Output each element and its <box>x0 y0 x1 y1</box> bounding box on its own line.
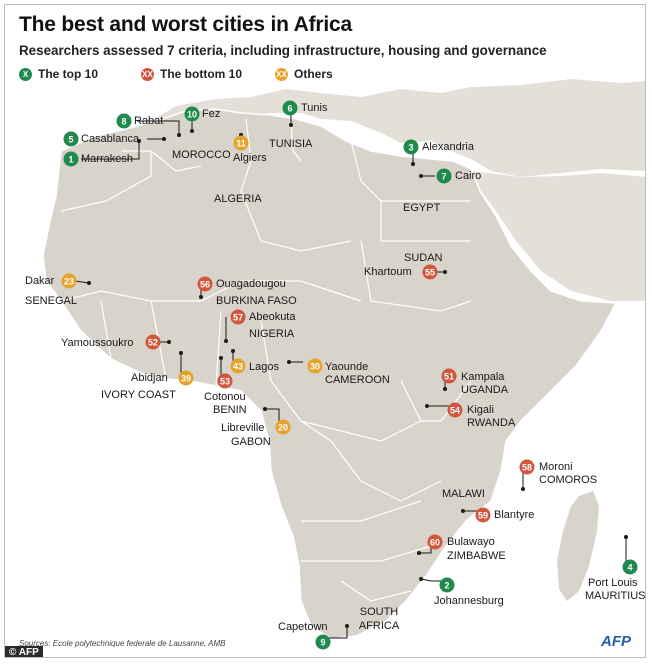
country-sudan: SUDAN <box>404 252 443 264</box>
label-lagos: Lagos <box>249 361 279 373</box>
badge-alexandria: 3 <box>403 139 419 155</box>
badge-algiers: 11 <box>233 135 249 151</box>
country-nigeria: NIGERIA <box>249 328 295 340</box>
afp-logo: AFP <box>601 633 631 650</box>
badge-rabat: 8 <box>116 113 132 129</box>
label-bulawayo: Bulawayo <box>447 536 495 548</box>
label-casablanca: Casablanca <box>81 133 140 145</box>
label-kampala: Kampala <box>461 371 505 383</box>
label-cotonou: Cotonou <box>204 391 246 403</box>
badge-fez: 10 <box>184 106 200 122</box>
country-morocco: MOROCCO <box>172 149 231 161</box>
badge-yamoussoukro: 52 <box>145 334 161 350</box>
map-title: The best and worst cities in Africa <box>19 13 352 36</box>
country-rwanda: RWANDA <box>467 417 516 429</box>
badge-port-louis: 4 <box>622 559 638 575</box>
legend-item-top: X The top 10 <box>19 67 98 81</box>
badge-capetown: 9 <box>315 634 331 650</box>
badge-khartoum: 55 <box>422 264 438 280</box>
badge-kigali: 54 <box>447 402 463 418</box>
legend-item-other: XX Others <box>275 67 333 81</box>
country-senegal: SENEGAL <box>25 295 77 307</box>
country-cameroon: CAMEROON <box>325 374 390 386</box>
africa-map <box>42 79 645 640</box>
country-algeria: ALGERIA <box>214 193 262 205</box>
country-tunisia: TUNISIA <box>269 138 313 150</box>
badge-blantyre: 59 <box>475 507 491 523</box>
badge-lagos: 43 <box>230 358 246 374</box>
badge-cairo: 7 <box>436 168 452 184</box>
country-egypt: EGYPT <box>403 202 441 214</box>
map-subtitle: Researchers assessed 7 criteria, includi… <box>19 43 547 58</box>
badge-cotonou: 53 <box>217 373 233 389</box>
country-south-africa: SOUTH AFRICA <box>358 606 400 632</box>
label-yaounde: Yaounde <box>325 361 369 373</box>
legend-item-bottom: XX The bottom 10 <box>141 67 242 81</box>
europe-landmass <box>151 79 645 177</box>
label-kigali: Kigali <box>467 404 494 416</box>
label-algiers: Algiers <box>233 152 267 164</box>
country-zimbabwe: ZIMBABWE <box>447 550 506 562</box>
country-mauritius: MAURITIUS <box>585 590 646 602</box>
country-burkina-faso: BURKINA FASO <box>216 295 297 307</box>
badge-casablanca: 5 <box>63 131 79 147</box>
legend-bottom-label: The bottom 10 <box>160 67 243 81</box>
label-cairo: Cairo <box>455 170 482 182</box>
label-moroni: Moroni <box>539 461 573 473</box>
label-johannesburg: Johannesburg <box>434 595 504 607</box>
country-malawi: MALAWI <box>442 488 485 500</box>
badge-moroni: 58 <box>519 459 535 475</box>
city-dots <box>87 123 628 628</box>
badge-tunis: 6 <box>282 100 298 116</box>
label-khartoum: Khartoum <box>364 266 412 278</box>
legend-other-label: Others <box>294 67 333 81</box>
legend-top-label: The top 10 <box>38 67 99 81</box>
country-gabon: GABON <box>231 436 271 448</box>
label-capetown: Capetown <box>278 621 328 633</box>
legend-other-badge: XX <box>275 67 288 81</box>
label-ouagadougou: Ouagadougou <box>216 278 286 290</box>
badge-bulawayo: 60 <box>427 534 443 550</box>
label-tunis: Tunis <box>301 102 328 114</box>
madagascar-landmass <box>557 491 599 601</box>
country-uganda: UGANDA <box>461 384 509 396</box>
country-comoros: COMOROS <box>539 474 598 486</box>
label-alexandria: Alexandria <box>422 141 474 153</box>
legend-bottom-badge: XX <box>141 67 154 81</box>
label-abidjan: Abidjan <box>131 372 168 384</box>
badge-abidjan: 39 <box>178 370 194 386</box>
badge-marrakesh: 1 <box>63 151 79 167</box>
arabia-landmass <box>471 171 645 301</box>
label-fez: Fez <box>202 108 221 120</box>
badge-abeokuta: 57 <box>230 309 246 325</box>
source-note: Sources: Ecole polytechnique federale de… <box>19 639 226 648</box>
copyright-badge: © AFP <box>5 646 43 657</box>
label-dakar: Dakar <box>25 275 55 287</box>
badge-ouagadougou: 56 <box>197 276 213 292</box>
badge-libreville: 20 <box>275 419 291 435</box>
label-port-louis: Port Louis <box>588 577 638 589</box>
legend-top-badge: X <box>19 67 32 81</box>
label-libreville: Libreville <box>221 422 265 434</box>
country-ivory-coast: IVORY COAST <box>101 389 176 401</box>
label-abeokuta: Abeokuta <box>249 311 296 323</box>
badge-johannesburg: 2 <box>439 577 455 593</box>
label-marrakesh: Marrakesh <box>81 153 133 165</box>
badge-kampala: 51 <box>441 368 457 384</box>
badge-dakar: 23 <box>61 273 77 289</box>
country-borders <box>60 118 472 602</box>
label-rabat: Rabat <box>134 115 164 127</box>
country-benin: BENIN <box>213 404 247 416</box>
map-frame: The best and worst cities in Africa Rese… <box>4 4 646 658</box>
label-blantyre: Blantyre <box>494 509 535 521</box>
label-yamoussoukro: Yamoussoukro <box>61 337 134 349</box>
badge-yaounde: 30 <box>307 358 323 374</box>
